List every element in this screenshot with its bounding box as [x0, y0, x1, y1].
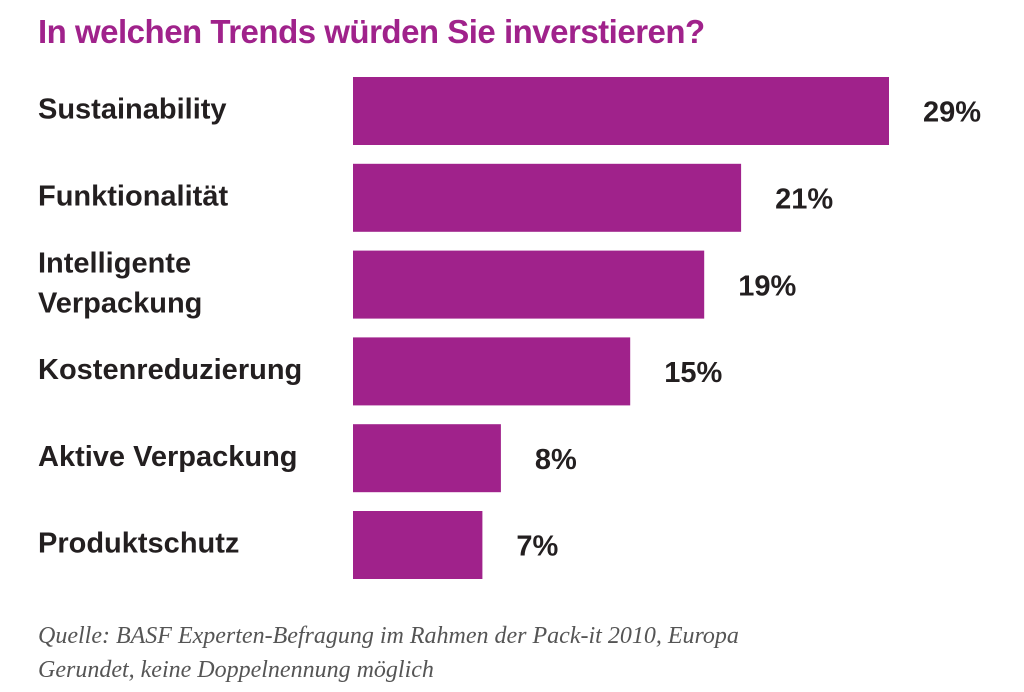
bar-2: [353, 250, 705, 319]
value-label-0: 29%: [923, 97, 981, 129]
category-label-2: Intelligente Verpackung: [38, 247, 202, 319]
value-label-4: 8%: [535, 444, 577, 476]
category-label-0: Sustainability: [38, 94, 227, 126]
value-label-1: 21%: [775, 183, 833, 215]
category-label-4: Aktive Verpackung: [38, 441, 298, 473]
category-label-line: Kostenreduzierung: [38, 354, 302, 386]
value-labels: 29% 21% 19% 15% 8% 7%: [516, 97, 981, 563]
value-label-3: 15%: [664, 357, 722, 389]
chart-title: In welchen Trends würden Sie inverstiere…: [38, 13, 705, 50]
source-note: Quelle: BASF Experten-Befragung im Rahme…: [38, 623, 739, 649]
bar-4: [353, 424, 501, 493]
category-label-3: Kostenreduzierung: [38, 354, 302, 386]
value-label-2: 19%: [738, 270, 796, 302]
bars-layer: [353, 77, 889, 579]
bar-1: [353, 163, 742, 232]
category-label-line: Intelligente: [38, 247, 191, 279]
bar-0: [353, 77, 889, 145]
category-label-line: Verpackung: [38, 287, 202, 319]
bar-5: [353, 511, 483, 579]
rounding-note: Gerundet, keine Doppelnennung möglich: [38, 657, 434, 683]
category-labels: Sustainability Funktionalität Intelligente…: [38, 94, 302, 560]
category-label-line: Produktschutz: [38, 528, 239, 560]
category-label-line: Sustainability: [38, 94, 227, 126]
bar-chart: Sustainability Funktionalität Intelligente…: [38, 77, 981, 579]
category-label-line: Funktionalität: [38, 180, 228, 212]
category-label-1: Funktionalität: [38, 180, 228, 212]
bar-3: [353, 337, 631, 406]
category-label-line: Aktive Verpackung: [38, 441, 298, 473]
category-label-5: Produktschutz: [38, 528, 239, 560]
value-label-5: 7%: [516, 531, 558, 563]
